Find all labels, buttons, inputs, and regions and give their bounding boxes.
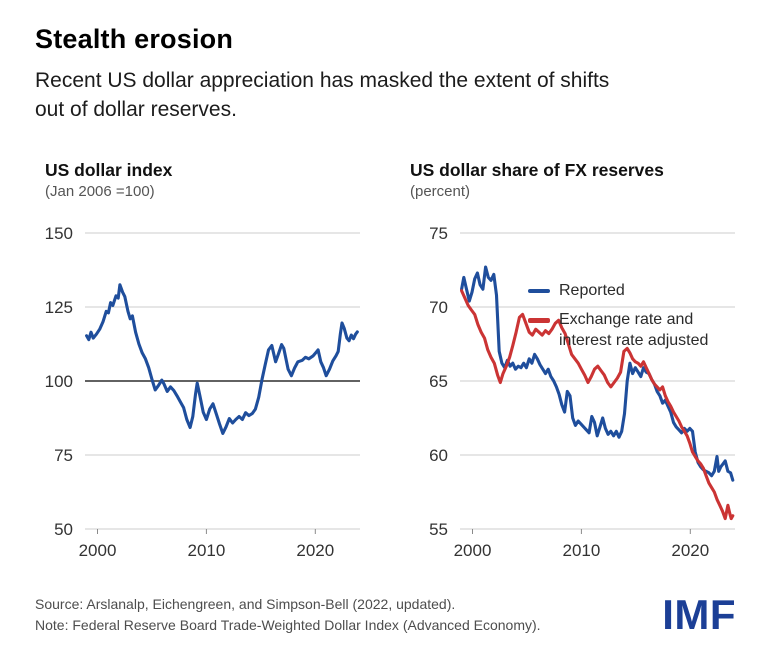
svg-text:2010: 2010 — [187, 541, 225, 560]
left-chart-subtitle: (Jan 2006 =100) — [45, 182, 155, 200]
right-chart-title: US dollar share of FX reserves — [410, 159, 664, 180]
chart-usd-share-fx-reserves: US dollar share of FX reserves (percent)… — [410, 159, 755, 569]
svg-text:2010: 2010 — [562, 541, 600, 560]
figure-subtitle: Recent US dollar appreciation has masked… — [35, 67, 738, 125]
svg-text:75: 75 — [54, 446, 73, 465]
svg-text:65: 65 — [429, 372, 448, 391]
figure-footer: Source: Arslanalp, Eichengreen, and Simp… — [35, 590, 738, 638]
figure-title: Stealth erosion — [35, 24, 234, 54]
svg-text:50: 50 — [54, 520, 73, 539]
svg-text:2020: 2020 — [671, 541, 709, 560]
right-chart-plot-area: 55 60 65 70 75 2000 2010 2020 Reported Exchange… — [410, 217, 755, 569]
right-chart-canvas: 55 60 65 70 75 2000 2010 2020 — [429, 224, 735, 560]
charts-row: US dollar index (Jan 2006 =100) 50 75 100 1… — [35, 159, 738, 569]
right-chart-subtitle: (percent) — [410, 182, 471, 200]
right-chart-legend: Reported Exchange rate and interest rate… — [528, 281, 743, 360]
left-chart-canvas: 50 75 100 125 150 2000 2010 2020 — [45, 224, 360, 560]
source-line: Source: Arslanalp, Eichengreen, and Simp… — [35, 595, 456, 612]
svg-text:150: 150 — [45, 224, 73, 243]
svg-text:2000: 2000 — [454, 541, 492, 560]
figure-subtitle-line-1: Recent US dollar appreciation has masked… — [35, 69, 610, 92]
footnotes: Source: Arslanalp, Eichengreen, and Simp… — [35, 594, 541, 637]
legend-swatch-adjusted — [528, 318, 550, 323]
svg-text:60: 60 — [429, 446, 448, 465]
legend-swatch-reported — [528, 288, 550, 294]
svg-text:125: 125 — [45, 298, 73, 317]
svg-text:100: 100 — [45, 372, 73, 391]
left-chart-plot-area: 50 75 100 125 150 2000 2010 2020 — [35, 217, 380, 569]
legend-item-reported: Reported — [528, 281, 743, 301]
imf-logo: IMF — [662, 590, 736, 638]
legend-label-adjusted: Exchange rate and interest rate adjusted — [559, 311, 709, 349]
note-line: Note: Federal Reserve Board Trade-Weight… — [35, 617, 541, 634]
svg-text:70: 70 — [429, 298, 448, 317]
svg-text:55: 55 — [429, 520, 448, 539]
legend-label-reported: Reported — [559, 281, 625, 299]
legend-item-adjusted: Exchange rate and interest rate adjusted — [528, 310, 743, 351]
svg-text:2000: 2000 — [79, 541, 117, 560]
figure-subtitle-line-2: out of dollar reserves. — [35, 97, 237, 121]
chart-us-dollar-index: US dollar index (Jan 2006 =100) 50 75 100 1… — [35, 159, 380, 569]
left-chart-title: US dollar index — [45, 159, 173, 180]
svg-text:2020: 2020 — [296, 541, 334, 560]
svg-text:75: 75 — [429, 224, 448, 243]
